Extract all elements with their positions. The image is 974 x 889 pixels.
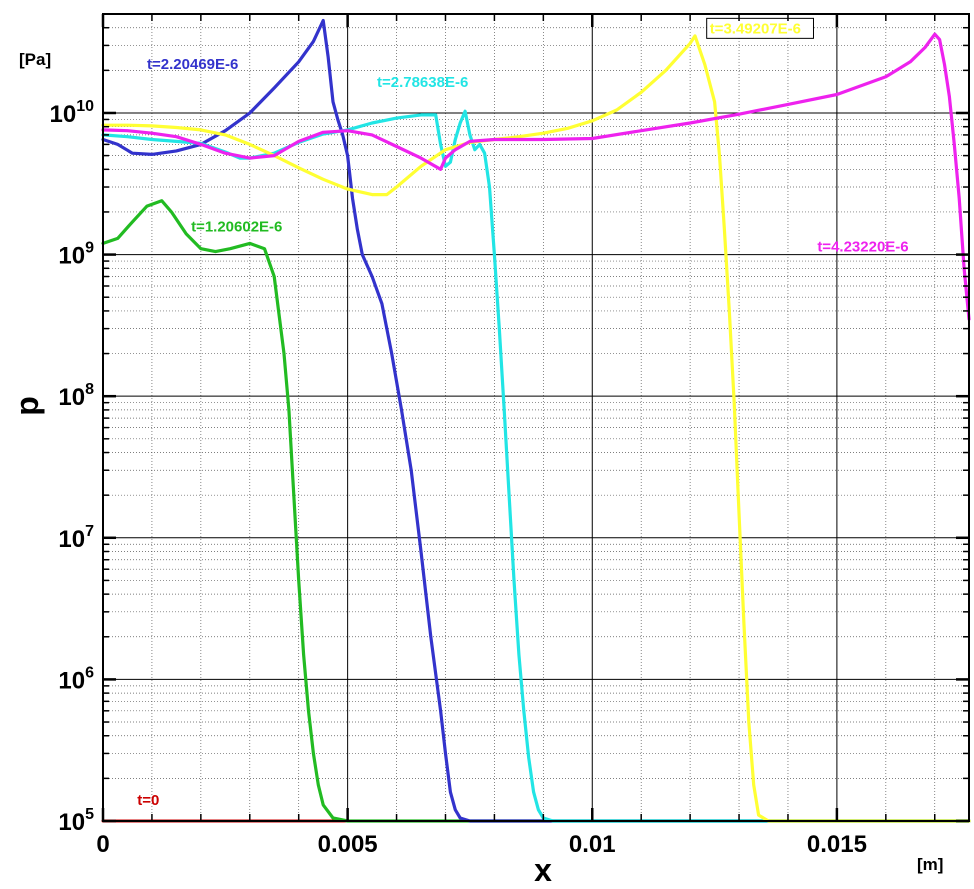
y-tick-label: 1010 [50,98,95,128]
series-label: t=3.49207E-6 [710,20,801,37]
y-tick-exponent: 5 [85,806,94,823]
x-tick-label: 0 [96,831,109,858]
series-label: t=4.23220E-6 [817,239,908,256]
y-tick-base: 10 [58,243,85,270]
y-tick-exponent: 7 [85,523,94,540]
y-tick-label: 107 [58,523,94,553]
y-tick-base: 10 [58,526,85,553]
series-line-2 [101,18,971,823]
y-tick-exponent: 6 [85,664,94,681]
major-grid [103,14,969,821]
x-tick-label: 0.005 [318,831,378,858]
series-label: t=0 [137,792,159,809]
series-label: t=1.20602E-6 [191,219,282,236]
series-labels: t=0 t=1.20602E-6 t=2.20469E-6 t=2.78638E-6 t… [137,17,909,809]
y-tick-base: 10 [58,667,85,694]
y-axis-title: p [9,396,45,416]
plot-background [103,14,969,821]
x-axis-title: x [534,852,552,888]
axis-ticks [101,14,969,823]
y-tick-exponent: 9 [85,240,94,257]
y-tick-label: 109 [58,240,94,270]
y-tick-label: 108 [58,381,94,411]
series-label: t=2.78638E-6 [377,74,468,91]
y-tick-exponent: 8 [85,381,94,398]
y-unit-label: [Pa] [19,50,51,69]
x-unit-label: [m] [917,855,943,874]
y-tick-base: 10 [50,101,77,128]
y-tick-base: 10 [58,809,85,836]
series-label-box [706,17,814,39]
series-label: t=2.20469E-6 [147,56,238,73]
x-tick-label: 0.015 [807,831,867,858]
series-line-5 [101,32,971,321]
y-tick-label: 106 [58,664,94,694]
x-tick-label: 0.01 [569,831,616,858]
minor-grid [103,14,969,821]
series-line-1 [101,199,971,823]
y-tick-label: 105 [58,806,94,836]
x-tick-labels: 0 0.005 0.01 0.015 [96,831,867,858]
y-tick-exponent: 10 [76,98,94,115]
series-line-4 [101,34,971,823]
y-tick-base: 10 [58,384,85,411]
